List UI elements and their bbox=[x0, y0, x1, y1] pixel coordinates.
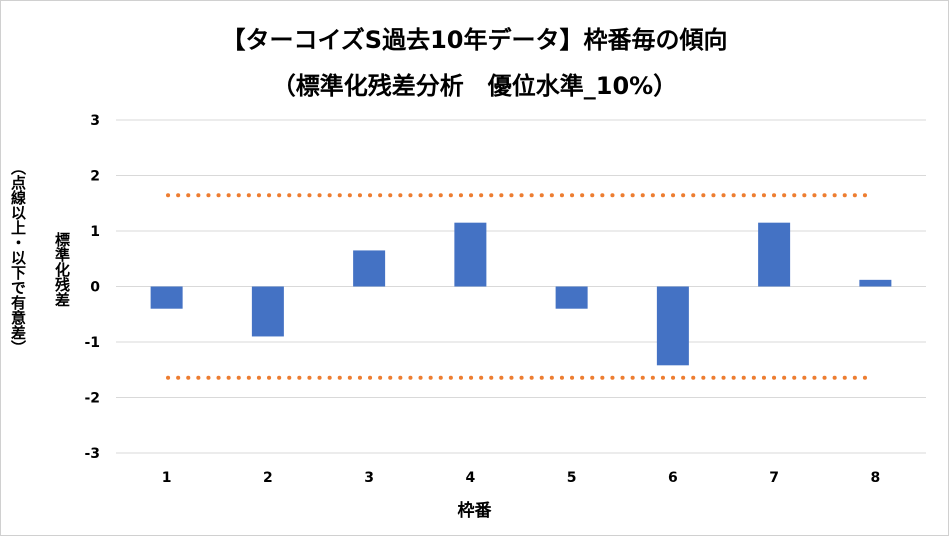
y-tick-label: 1 bbox=[90, 224, 100, 240]
x-tick-label: 5 bbox=[567, 470, 577, 486]
y-axis-label-note: （点線以上・以下で有意差） bbox=[9, 160, 27, 355]
bar-frame-2 bbox=[251, 286, 284, 337]
threshold-lines bbox=[166, 193, 874, 380]
x-tick-labels: 1 2 3 4 5 6 7 8 bbox=[162, 470, 881, 486]
bar-frame-3 bbox=[353, 250, 386, 287]
x-tick-label: 2 bbox=[263, 470, 273, 486]
x-tick-label: 6 bbox=[668, 470, 678, 486]
x-axis-label: 枠番 bbox=[457, 501, 492, 521]
bar-series bbox=[150, 222, 892, 366]
bar-frame-6 bbox=[656, 286, 689, 366]
x-tick-label: 1 bbox=[162, 470, 172, 486]
y-axis-label: 標準化残差 bbox=[53, 232, 71, 307]
y-tick-label: -2 bbox=[84, 391, 100, 407]
y-tick-label: 2 bbox=[90, 169, 100, 185]
y-tick-label: 3 bbox=[90, 113, 100, 129]
bar-frame-8 bbox=[859, 279, 892, 287]
bar-frame-5 bbox=[555, 286, 588, 309]
bar-frame-7 bbox=[758, 222, 791, 287]
chart-subtitle: （標準化残差分析 優位水準_10%） bbox=[271, 72, 678, 100]
grid-layer bbox=[116, 119, 926, 454]
x-tick-label: 8 bbox=[871, 470, 881, 486]
y-tick-label: -1 bbox=[84, 335, 100, 351]
y-tick-labels: 3 2 1 0 -1 -2 -3 bbox=[84, 113, 100, 462]
y-tick-label: -3 bbox=[84, 446, 100, 462]
x-tick-label: 3 bbox=[364, 470, 374, 486]
bar-frame-4 bbox=[454, 222, 487, 287]
chart-title: 【ターコイズS過去10年データ】枠番毎の傾向 bbox=[221, 26, 728, 54]
y-tick-label: 0 bbox=[90, 280, 100, 296]
bar-frame-1 bbox=[150, 286, 183, 309]
x-tick-label: 4 bbox=[466, 470, 476, 486]
x-tick-label: 7 bbox=[769, 470, 779, 486]
